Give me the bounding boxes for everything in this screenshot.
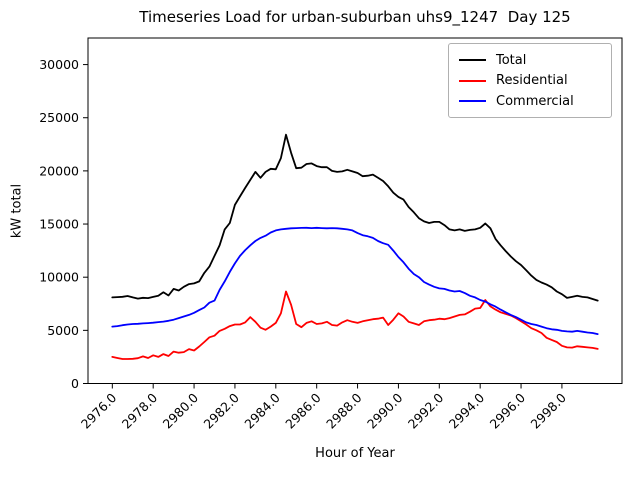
- axes-frame: [87, 37, 623, 384]
- y-axis-label: kW total: [9, 183, 25, 239]
- legend-label-commercial: Commercial: [496, 93, 574, 109]
- y-tick-label: 20000: [39, 163, 79, 178]
- x-tick-label: 2992.0: [405, 390, 447, 432]
- x-tick-label: 2978.0: [119, 390, 161, 432]
- legend-label-total: Total: [496, 52, 527, 68]
- y-tick-label: 5000: [47, 323, 79, 338]
- x-tick-label: 2990.0: [364, 390, 406, 432]
- x-tick-label: 2984.0: [241, 390, 283, 432]
- x-tick-label: 2996.0: [487, 390, 529, 432]
- x-tick-label: 2986.0: [282, 390, 324, 432]
- x-tick-label: 2980.0: [160, 390, 202, 432]
- legend-line-sample-commercial: [459, 100, 486, 102]
- x-tick-label: 2976.0: [78, 390, 120, 432]
- y-tick-label: 0: [71, 376, 79, 391]
- chart-title: Timeseries Load for urban-suburban uhs9_…: [139, 8, 571, 26]
- y-tick-label: 25000: [39, 110, 79, 125]
- y-tick-label: 30000: [39, 57, 79, 72]
- legend-line-sample-total: [459, 59, 486, 61]
- x-axis-label: Hour of Year: [315, 446, 395, 461]
- series-line-residential: [111, 290, 599, 360]
- legend-entry-residential: Residential: [459, 74, 601, 87]
- legend-line-sample-residential: [459, 79, 486, 82]
- legend-entry-commercial: Commercial: [459, 95, 601, 108]
- x-tick-label: 2998.0: [527, 390, 569, 432]
- x-tick-label: 2988.0: [323, 390, 365, 432]
- series-line-total: [111, 133, 599, 302]
- y-tick-label: 15000: [39, 217, 79, 232]
- legend-label-residential: Residential: [496, 73, 568, 88]
- y-tick-label: 10000: [39, 270, 79, 285]
- legend: Total Residential Commercial: [448, 43, 612, 118]
- x-tick-label: 2994.0: [446, 390, 488, 432]
- legend-entry-total: Total: [459, 54, 601, 67]
- series-line-commercial: [111, 226, 599, 336]
- x-tick-label: 2982.0: [201, 390, 243, 432]
